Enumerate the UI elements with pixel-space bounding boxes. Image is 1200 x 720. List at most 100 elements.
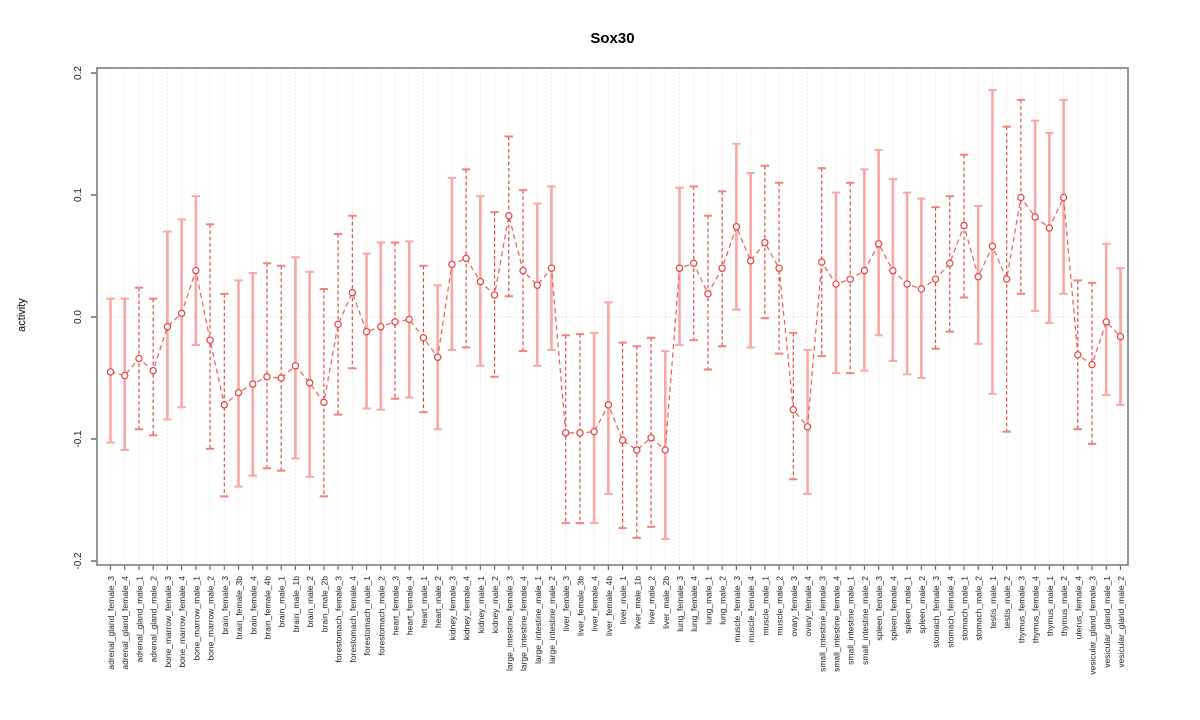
x-tick-label: large_intestine_female_4 [519,576,529,671]
data-point [1002,275,1011,283]
x-tick-label: vesicular_gland_male_1 [1102,576,1112,668]
data-point [803,423,812,431]
data-point [1074,351,1082,359]
data-point [149,366,157,375]
x-tick-label: spleen_male_1 [903,576,913,634]
data-point [533,281,541,289]
x-tick-label: brain_male_2b [319,576,329,633]
x-tick-label: liver_female_3b [575,576,585,636]
x-tick-label: forestomach_female_4 [348,576,358,663]
data-point [490,291,499,299]
x-tick-label: heart_male_2 [433,576,443,628]
data-point [462,254,470,263]
x-tick-label: liver_male_2b [661,576,671,629]
x-tick-label: adrenal_gland_female_3 [106,576,116,670]
data-point [974,273,982,281]
x-tick-label: vesicular_gland_male_2 [1116,576,1126,668]
data-point [1102,318,1110,326]
data-point [249,380,257,388]
data-point [391,318,399,326]
data-point [206,336,214,344]
data-point [121,371,129,380]
data-point [163,323,172,331]
x-tick-label: kidney_female_4 [462,576,472,641]
data-point [946,259,954,268]
data-point [405,315,413,324]
x-tick-label: testis_male_1 [988,576,998,629]
x-tick-label: muscle_male_1 [760,576,770,636]
data-point [135,354,143,363]
x-tick-label: spleen_female_3 [874,576,884,641]
data-point [348,288,357,297]
chart-title: Sox30 [590,30,635,47]
y-tick-label: 0.0 [73,310,84,324]
series-line [110,195,1121,452]
data-point [732,223,741,231]
data-point [320,398,328,407]
x-tick-label: brain_female_3 [220,576,230,635]
x-tick-label: stomach_female_3 [931,576,941,648]
data-point [690,259,698,268]
data-point [305,379,314,387]
x-tick-label: ovary_female_4 [803,576,813,637]
data-point [1017,193,1025,202]
x-tick-label: brain_female_3b [234,576,244,640]
data-point [931,275,940,283]
data-point [448,260,456,269]
x-tick-label: thymus_female_3 [1016,576,1026,643]
data-point [818,258,826,266]
x-tick-label: lung_female_4 [689,576,699,632]
x-tick-label: lung_male_2 [718,576,728,625]
data-point [1045,224,1054,232]
plot-border [96,67,1129,566]
data-point [761,238,769,247]
x-tick-label: kidney_female_3 [447,576,457,641]
data-point [647,434,655,442]
y-tick-label: 0.1 [73,188,84,202]
data-point [789,406,798,414]
data-point [519,266,527,275]
x-tick-label: thymus_male_1 [1045,576,1055,636]
data-point [846,275,854,283]
x-tick-label: large_intestine_female_3 [504,576,514,671]
data-point [419,334,428,342]
x-tick-label: liver_male_1 [618,576,628,624]
x-tick-label: forestomach_male_1 [362,576,372,656]
x-tick-label: kidney_male_1 [476,576,486,633]
data-point [433,353,442,361]
x-tick-label: spleen_female_4 [888,576,898,641]
data-point [775,264,783,272]
x-tick-label: small_intestine_female_3 [817,576,827,672]
x-tick-label: thymus_female_4 [1031,576,1041,643]
x-tick-label: liver_female_4b [604,576,614,636]
data-point [362,327,371,336]
x-tick-label: small_intestine_male_1 [846,576,856,665]
data-point [547,264,556,272]
data-point [476,277,485,286]
x-tick-label: brain_male_1b [291,576,301,633]
data-point [562,429,570,437]
data-point [106,368,115,376]
x-tick-label: brain_male_2 [305,576,315,628]
data-point [505,212,513,220]
x-tick-label: testis_male_2 [1002,576,1012,629]
x-tick-label: small_intestine_male_2 [860,576,870,665]
x-tick-label: liver_male_2 [647,576,657,624]
x-tick-label: stomach_male_1 [960,576,970,641]
data-point [618,436,627,444]
data-point [177,309,186,318]
x-tick-label: bone_marrow_male_2 [206,576,216,661]
x-tick-label: heart_male_1 [419,576,429,628]
data-point [988,242,997,250]
data-point [1088,360,1096,369]
data-point [661,446,669,454]
data-point [675,264,684,272]
data-point [903,280,911,288]
data-point [277,374,285,382]
x-tick-label: brain_female_4 [248,576,258,635]
x-tick-label: bone_marrow_female_4 [177,576,187,668]
x-tick-label: liver_female_3 [561,576,571,632]
x-tick-label: lung_female_3 [675,576,685,632]
data-point [604,401,613,409]
